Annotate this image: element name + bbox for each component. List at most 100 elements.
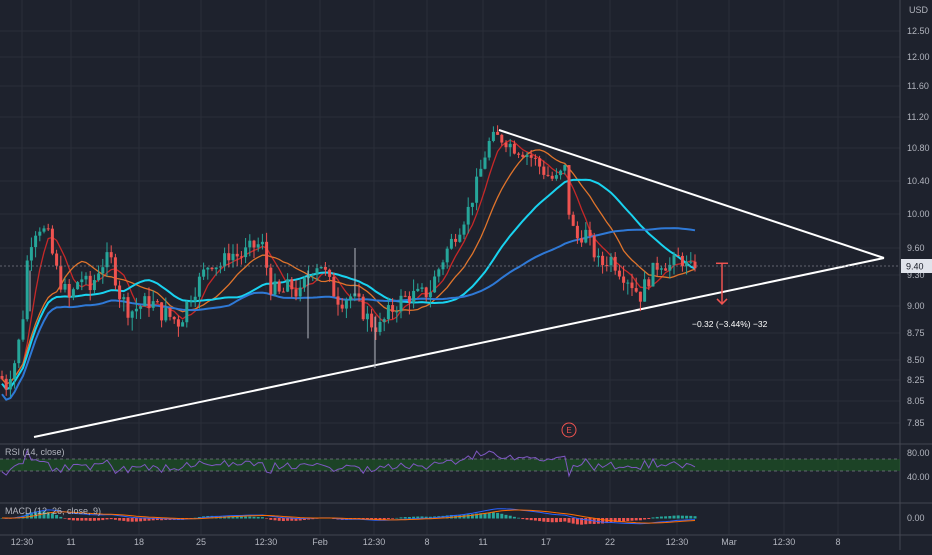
candle	[80, 271, 84, 291]
candle	[328, 268, 332, 282]
candle	[147, 287, 151, 317]
candle	[311, 272, 315, 282]
candle	[378, 312, 382, 336]
candle	[256, 237, 260, 252]
macd-histogram-bar	[672, 515, 676, 519]
macd-histogram-bar	[634, 518, 638, 521]
macd-histogram-bar	[42, 511, 46, 519]
candle	[139, 304, 143, 320]
candle	[613, 252, 617, 275]
y-tick-label: 12.00	[907, 52, 930, 62]
candle	[151, 290, 155, 311]
candle	[101, 258, 105, 284]
macd-histogram-bar	[155, 518, 159, 521]
candle	[332, 272, 336, 297]
macd-histogram-bar	[92, 518, 96, 521]
candle	[643, 271, 647, 302]
rsi-label: RSI (14, close)	[5, 447, 65, 457]
candle	[273, 273, 277, 297]
macd-histogram-bar	[685, 515, 689, 519]
candle	[399, 289, 403, 319]
macd-histogram-bar	[407, 516, 411, 519]
candle	[164, 297, 168, 323]
x-tick-label: 12:30	[255, 537, 278, 547]
macd-histogram-bar	[118, 518, 122, 521]
macd-histogram-bar	[470, 514, 474, 519]
candle	[596, 248, 600, 267]
candle	[651, 262, 655, 287]
candle	[76, 281, 80, 290]
x-tick-label: 8	[424, 537, 429, 547]
macd-histogram-bar	[659, 516, 663, 519]
candle	[92, 274, 96, 294]
last-price-badge	[901, 259, 932, 273]
candle	[235, 243, 239, 266]
macd-histogram-bar	[500, 513, 504, 519]
candle	[231, 244, 235, 268]
macd-histogram-bar	[29, 512, 33, 519]
macd-histogram-bar	[84, 518, 88, 521]
candle	[290, 276, 294, 298]
macd-histogram-bar	[680, 515, 684, 519]
macd-histogram-bar	[46, 511, 50, 519]
macd-histogram-bar	[391, 518, 395, 519]
candle	[391, 298, 395, 320]
candle	[214, 267, 218, 276]
y-tick-label: 11.60	[907, 81, 929, 91]
earnings-marker-icon[interactable]	[561, 422, 577, 438]
macd-histogram-bar	[676, 515, 680, 519]
candle	[487, 137, 491, 161]
candle	[638, 291, 642, 312]
macd-histogram-bar	[508, 515, 512, 519]
last-price-label: 9.40	[906, 262, 924, 272]
y-tick-label: 7.85	[907, 418, 925, 428]
candle	[130, 310, 134, 331]
candle	[34, 231, 38, 258]
macd-histogram-bar	[617, 518, 621, 522]
y-tick-label: 10.80	[907, 143, 930, 153]
candle	[46, 223, 50, 232]
candle	[59, 255, 63, 293]
macd-histogram-bar	[134, 518, 138, 522]
macd-histogram-bar	[483, 512, 487, 519]
macd-histogram-bar	[244, 516, 248, 519]
candle	[550, 171, 554, 181]
candle	[496, 125, 500, 135]
candle	[307, 265, 311, 286]
candle	[25, 255, 29, 322]
macd-histogram-bar	[601, 518, 605, 524]
macd-histogram-bar	[596, 518, 600, 524]
candle	[155, 299, 159, 303]
candle	[0, 370, 4, 380]
candle	[323, 262, 327, 276]
candle	[420, 283, 424, 292]
macd-histogram-bar	[538, 518, 542, 522]
support-trendline[interactable]	[33, 257, 885, 438]
macd-histogram-bar	[517, 517, 521, 519]
macd-histogram-bar	[664, 516, 668, 519]
candle	[193, 287, 197, 308]
candle	[118, 280, 122, 308]
macd-histogram-bar	[265, 518, 269, 519]
macd-histogram-bar	[512, 516, 516, 519]
candle	[13, 360, 17, 389]
macd-histogram-bar	[139, 518, 143, 522]
candle	[168, 307, 172, 321]
resistance-trendline[interactable]	[498, 129, 885, 259]
candle	[580, 230, 584, 247]
macd-histogram-bar	[143, 518, 147, 521]
x-tick-label: 11	[478, 537, 487, 547]
macd-histogram-bar	[655, 516, 659, 519]
macd-label: MACD (12, 26, close, 9)	[5, 506, 101, 516]
macd-histogram-bar	[622, 518, 626, 522]
candle	[244, 238, 248, 263]
candle	[504, 140, 508, 153]
macd-histogram-bar	[496, 512, 500, 519]
y-tick-label: 8.25	[907, 375, 925, 385]
macd-histogram-bar	[34, 511, 38, 519]
macd-histogram-bar	[298, 518, 302, 521]
x-tick-label: 12:30	[363, 537, 386, 547]
macd-histogram-bar	[449, 514, 453, 519]
